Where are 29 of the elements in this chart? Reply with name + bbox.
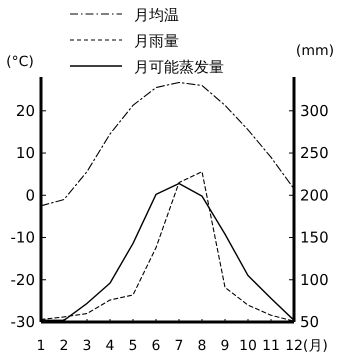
x-tick-label: 2 (60, 338, 68, 354)
y2-axis-title: (mm) (296, 43, 334, 59)
x-tick-label: 1 (36, 338, 46, 354)
x-tick-label: 3 (82, 338, 92, 354)
x-tick-label: 12(月) (285, 338, 328, 354)
y-tick-label: -30 (10, 313, 35, 331)
y2-tick-label: 150 (300, 228, 329, 247)
y-tick-label: 20 (16, 102, 35, 120)
legend-label: 月雨量 (134, 32, 179, 50)
legend-label: 月均温 (134, 6, 179, 24)
y2-tick-label: 200 (300, 186, 329, 204)
y2-tick-label: 250 (300, 144, 329, 162)
legend-label: 月可能蒸发量 (134, 58, 224, 76)
y-tick-label: 0 (25, 186, 35, 204)
x-tick-label: 5 (128, 338, 138, 354)
x-tick-label: 8 (198, 338, 206, 354)
y2-tick-label: 100 (300, 270, 329, 289)
y2-tick-label: 300 (300, 102, 329, 120)
y-tick-label: -10 (10, 228, 35, 247)
x-tick-label: 11 (262, 338, 280, 354)
x-tick-label: 6 (152, 338, 161, 354)
y2-tick-label: 50 (300, 313, 320, 331)
x-tick-label: 9 (220, 338, 230, 354)
y-tick-label: -20 (10, 270, 35, 289)
y-tick-label: 10 (16, 144, 35, 162)
x-tick-label: 7 (174, 338, 184, 354)
y-axis-title: (°C) (6, 54, 34, 70)
x-tick-label: 10 (239, 338, 257, 354)
x-tick-label: 4 (106, 338, 115, 354)
